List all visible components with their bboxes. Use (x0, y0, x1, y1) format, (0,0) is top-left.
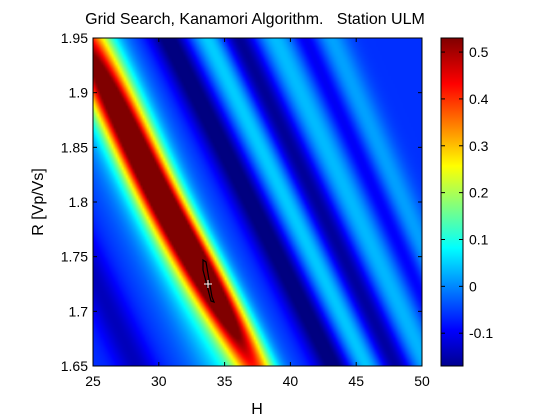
colorbar-gradient (441, 38, 463, 366)
y-tick-label: 1.8 (69, 194, 89, 210)
x-tick-label: 50 (414, 373, 430, 389)
x-tick-label: 35 (217, 373, 233, 389)
x-tick-label: 30 (151, 373, 167, 389)
y-axis: 1.65 1.7 1.75 1.8 1.85 1.9 1.95 (61, 30, 422, 374)
colorbar-tick-label: 0.3 (469, 138, 489, 154)
y-tick-label: 1.85 (61, 139, 88, 155)
colorbar-tick-label: 0.4 (469, 91, 489, 107)
y-tick-label: 1.75 (61, 249, 88, 265)
x-axis-label: H (251, 401, 263, 418)
y-tick-label: 1.9 (69, 85, 89, 101)
x-tick-label: 45 (348, 373, 364, 389)
x-axis: 25 30 35 40 45 50 (85, 38, 430, 389)
y-tick-label: 1.65 (61, 358, 88, 374)
confidence-contour (202, 258, 216, 303)
colorbar-ticks: -0.1 0 0.1 0.2 0.3 0.4 0.5 (441, 44, 493, 341)
x-tick-label: 25 (85, 373, 101, 389)
heatmap-image (93, 38, 422, 366)
y-tick-label: 1.7 (69, 303, 89, 319)
heatmap (92, 37, 423, 367)
x-tick-label: 40 (283, 373, 299, 389)
chart-title: Grid Search, Kanamori Algorithm. Station… (85, 11, 425, 28)
colorbar: -0.1 0 0.1 0.2 0.3 0.4 0.5 (440, 37, 493, 367)
colorbar-tick-label: -0.1 (469, 325, 493, 341)
colorbar-tick-label: 0.1 (469, 231, 489, 247)
colorbar-tick-label: 0.2 (469, 185, 489, 201)
y-axis-label: R [Vp/Vs] (30, 168, 47, 236)
colorbar-tick-label: 0 (469, 278, 477, 294)
y-tick-label: 1.95 (61, 30, 88, 46)
colorbar-frame (440, 37, 464, 367)
colorbar-tick-label: 0.5 (469, 44, 489, 60)
